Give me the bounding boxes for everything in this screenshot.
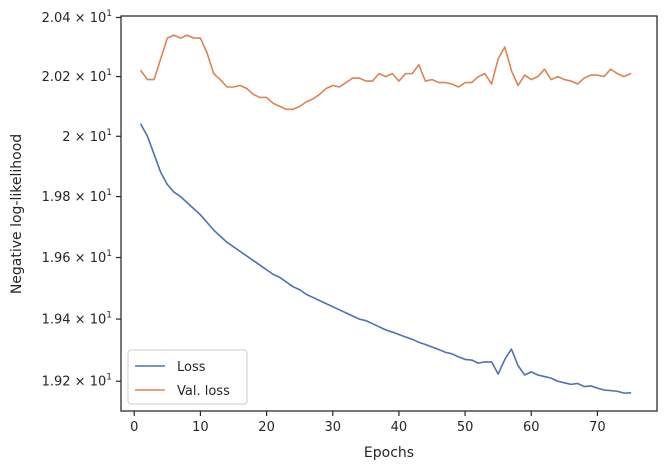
y-tick-label: 1.94 × 101 — [42, 311, 112, 328]
y-axis-ticks: 1.92 × 101 1.94 × 101 1.96 × 101 1.98 × 101… — [42, 9, 121, 390]
legend: Loss Val. loss — [127, 349, 248, 405]
y-tick-label: 1.96 × 101 — [42, 249, 112, 266]
series-line-loss — [140, 123, 632, 394]
y-tick-label: 1.98 × 101 — [42, 188, 112, 205]
x-tick-label: 10 — [192, 420, 209, 435]
legend-label-loss: Loss — [177, 360, 206, 375]
x-axis-label: Epochs — [364, 445, 414, 461]
y-tick-label: 2.02 × 101 — [42, 68, 112, 85]
x-tick-label: 70 — [589, 420, 606, 435]
series-line-val-loss — [140, 34, 632, 111]
x-tick-label: 40 — [391, 420, 408, 435]
x-tick-label: 20 — [258, 420, 275, 435]
series-layer — [140, 34, 632, 394]
y-tick-label: 2 × 101 — [62, 128, 112, 145]
y-tick-label: 2.04 × 101 — [42, 9, 112, 26]
x-axis-ticks: 0 10 20 30 40 50 60 70 — [130, 411, 606, 435]
x-tick-label: 0 — [130, 420, 138, 435]
y-axis-label: Negative log-likelihood — [9, 134, 25, 294]
legend-label-val-loss: Val. loss — [177, 384, 230, 399]
x-tick-label: 30 — [324, 420, 341, 435]
plot-area — [120, 15, 658, 412]
y-tick-label: 1.92 × 101 — [42, 373, 112, 390]
x-tick-label: 50 — [457, 420, 474, 435]
x-tick-label: 60 — [523, 420, 540, 435]
